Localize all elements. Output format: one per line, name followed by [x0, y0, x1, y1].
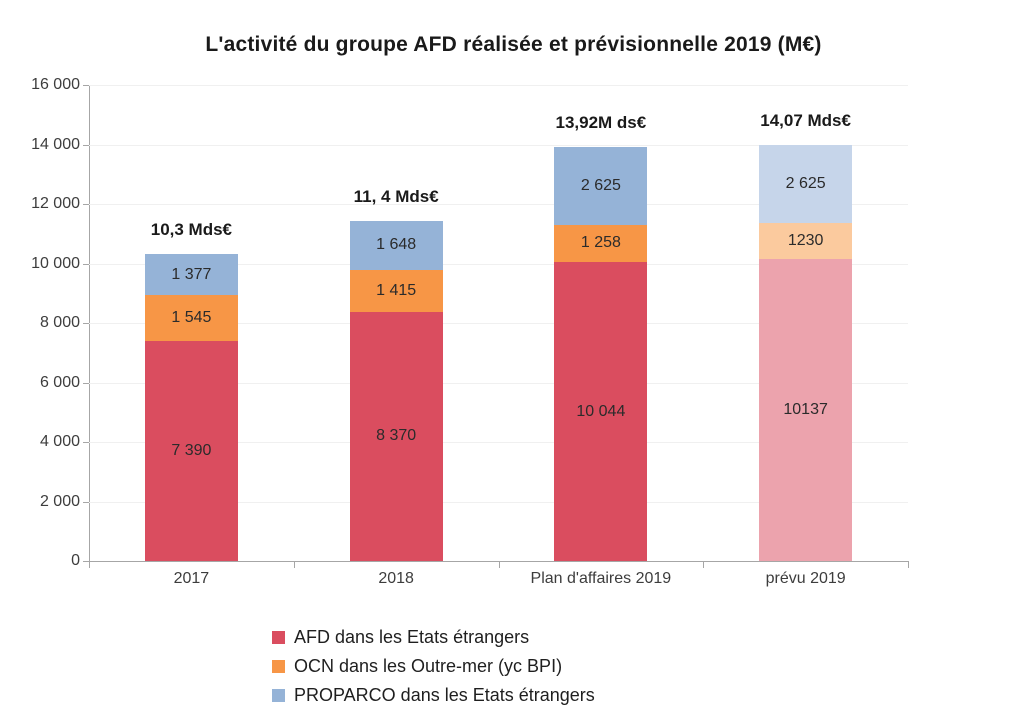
gridline: [89, 382, 908, 384]
x-axis-tick: [703, 562, 705, 568]
legend: AFD dans les Etats étrangers OCN dans les…: [272, 627, 595, 706]
bar-segment-2017-s1: 1 545: [144, 295, 238, 342]
bar-segment-2017-s2: 1 377: [144, 254, 238, 296]
gridline: [89, 85, 908, 86]
y-axis-tick: [83, 442, 89, 443]
y-axis-tick: [83, 85, 89, 86]
y-axis-tick-label: 16 000: [31, 76, 80, 93]
chart-title: L'activité du groupe AFD réalisée et pré…: [205, 33, 822, 56]
bar-segment-value: 10137: [783, 401, 828, 419]
gridline: [89, 204, 908, 205]
y-axis-tick-label: 10 000: [31, 254, 80, 272]
gridline: [89, 323, 908, 324]
legend-item: AFD dans les Etats étrangers: [272, 627, 595, 648]
bar-segment-pr-vu-2019-s1: 1230: [759, 222, 853, 260]
x-axis-category-label: Plan d'affaires 2019: [530, 570, 672, 587]
y-axis-tick: [83, 382, 89, 384]
bar-segment-value: 7 390: [171, 442, 212, 460]
x-axis-tick: [89, 562, 90, 568]
bar-segment-value: 2 625: [785, 174, 826, 192]
y-axis-tick-label: 4 000: [39, 433, 80, 450]
bar-segment-value: 1 648: [376, 236, 417, 254]
legend-swatch-icon: [272, 660, 285, 673]
bar-segment-2017-s0: 7 390: [144, 341, 238, 561]
x-axis-category-label: prévu 2019: [765, 570, 846, 587]
legend-label: PROPARCO dans les Etats étrangers: [294, 685, 595, 705]
y-axis-tick-label: 12 000: [31, 195, 80, 212]
bar-segment-2018-s2: 1 648: [349, 220, 443, 270]
x-axis-category-label: 2018: [378, 570, 414, 587]
y-axis-tick-label: 14 000: [31, 135, 80, 153]
x-axis-line: [83, 561, 909, 562]
y-axis-tick: [83, 263, 89, 265]
bar-segment-value: 8 370: [376, 427, 417, 445]
y-axis-tick: [83, 501, 89, 503]
y-axis-tick-label: 8 000: [39, 314, 80, 331]
bar-total-label: 14,07 Mds€: [760, 110, 851, 130]
x-axis-tick: [498, 562, 500, 568]
legend-swatch-icon: [272, 631, 285, 644]
y-axis-tick: [83, 204, 89, 205]
bar-segment-value: 1 377: [171, 265, 212, 283]
legend-item: PROPARCO dans les Etats étrangers: [272, 685, 595, 706]
gridline: [89, 144, 908, 146]
y-axis-tick: [83, 144, 89, 146]
bar-segment-value: 1 258: [580, 234, 621, 252]
x-axis-tick: [293, 562, 295, 568]
bar-segment-pr-vu-2019-s2: 2 625: [759, 144, 853, 223]
bar-segment-value: 1230: [787, 232, 824, 250]
bar-segment-value: 1 415: [376, 281, 417, 299]
plot-area: 7 390 1 545 1 377 8 370 1 415 1 648 10 044 1 25…: [89, 85, 908, 561]
y-axis-tick: [83, 323, 89, 324]
legend-item: OCN dans les Outre-mer (yc BPI): [272, 656, 595, 677]
legend-label: OCN dans les Outre-mer (yc BPI): [294, 656, 563, 676]
bar-segment-2018-s1: 1 415: [349, 269, 443, 312]
bar-segment-value: 10 044: [576, 402, 626, 420]
bar-total-label: 11, 4 Mds€: [353, 186, 439, 206]
bar-total-label: 13,92M ds€: [555, 112, 647, 132]
x-axis-category-label: 2017: [173, 570, 210, 587]
bar-segment-plan-d-affaires-2019-s2: 2 625: [554, 146, 648, 225]
x-axis-tick: [908, 562, 909, 568]
bar-segment-plan-d-affaires-2019-s0: 10 044: [554, 262, 648, 561]
y-axis-tick-label: 6 000: [39, 373, 80, 391]
bar-segment-value: 1 545: [171, 309, 212, 327]
gridline: [89, 501, 908, 503]
y-axis-tick-label: 0: [71, 552, 80, 569]
y-axis-tick-label: 2 000: [39, 492, 80, 510]
bar-total-label: 10,3 Mds€: [150, 220, 232, 240]
bar-segment-2018-s0: 8 370: [349, 311, 443, 561]
legend-label: AFD dans les Etats étrangers: [294, 627, 530, 647]
legend-swatch-icon: [272, 689, 285, 702]
bar-segment-value: 2 625: [580, 176, 621, 194]
gridline: [89, 442, 908, 443]
bar-segment-pr-vu-2019-s0: 10137: [759, 259, 853, 561]
gridline: [89, 263, 908, 265]
y-axis-tick: [83, 561, 89, 562]
bar-segment-plan-d-affaires-2019-s1: 1 258: [554, 224, 648, 263]
